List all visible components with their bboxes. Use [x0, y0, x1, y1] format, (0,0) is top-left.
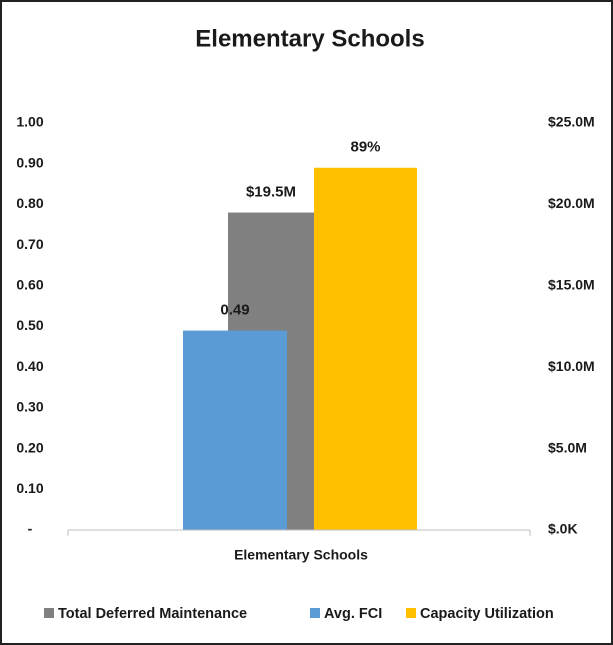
- y-tick-label: 0.60: [16, 277, 43, 293]
- data-label: 0.49: [220, 302, 249, 319]
- y2-tick-label: $25.0M: [548, 114, 595, 130]
- legend-swatch: [44, 608, 54, 618]
- y2-tick-label: $5.0M: [548, 439, 587, 455]
- y2-tick-label: $10.0M: [548, 358, 595, 374]
- y2-tick-label: $.0K: [548, 521, 578, 537]
- y2-tick-label: $20.0M: [548, 195, 595, 211]
- legend-swatch: [406, 608, 416, 618]
- y-tick-label: 0.50: [16, 317, 43, 333]
- data-label: $19.5M: [246, 184, 296, 201]
- data-label: 89%: [350, 139, 380, 156]
- y-tick-label: 0.20: [16, 439, 43, 455]
- bar: [314, 167, 417, 530]
- chart-title: Elementary Schools: [195, 25, 424, 52]
- y-tick-label: 1.00: [16, 114, 43, 130]
- legend-label: Total Deferred Maintenance: [58, 606, 247, 622]
- y-tick-label: 0.10: [16, 480, 43, 496]
- y-tick-label: 0.80: [16, 195, 43, 211]
- legend-label: Avg. FCI: [324, 606, 382, 622]
- y-tick-label: -: [28, 521, 33, 537]
- x-tick-label: Elementary Schools: [234, 547, 368, 563]
- y-tick-label: 0.30: [16, 399, 43, 415]
- y2-tick-label: $15.0M: [548, 277, 595, 293]
- y-tick-label: 0.70: [16, 236, 43, 252]
- y-tick-label: 0.90: [16, 154, 43, 170]
- legend-label: Capacity Utilization: [420, 606, 554, 622]
- legend-swatch: [310, 608, 320, 618]
- bar: [183, 330, 287, 530]
- y-tick-label: 0.40: [16, 358, 43, 374]
